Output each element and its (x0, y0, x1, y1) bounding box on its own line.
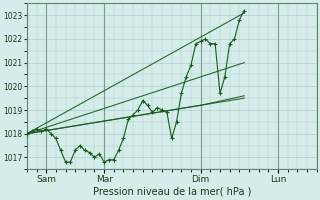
X-axis label: Pression niveau de la mer( hPa ): Pression niveau de la mer( hPa ) (92, 187, 251, 197)
